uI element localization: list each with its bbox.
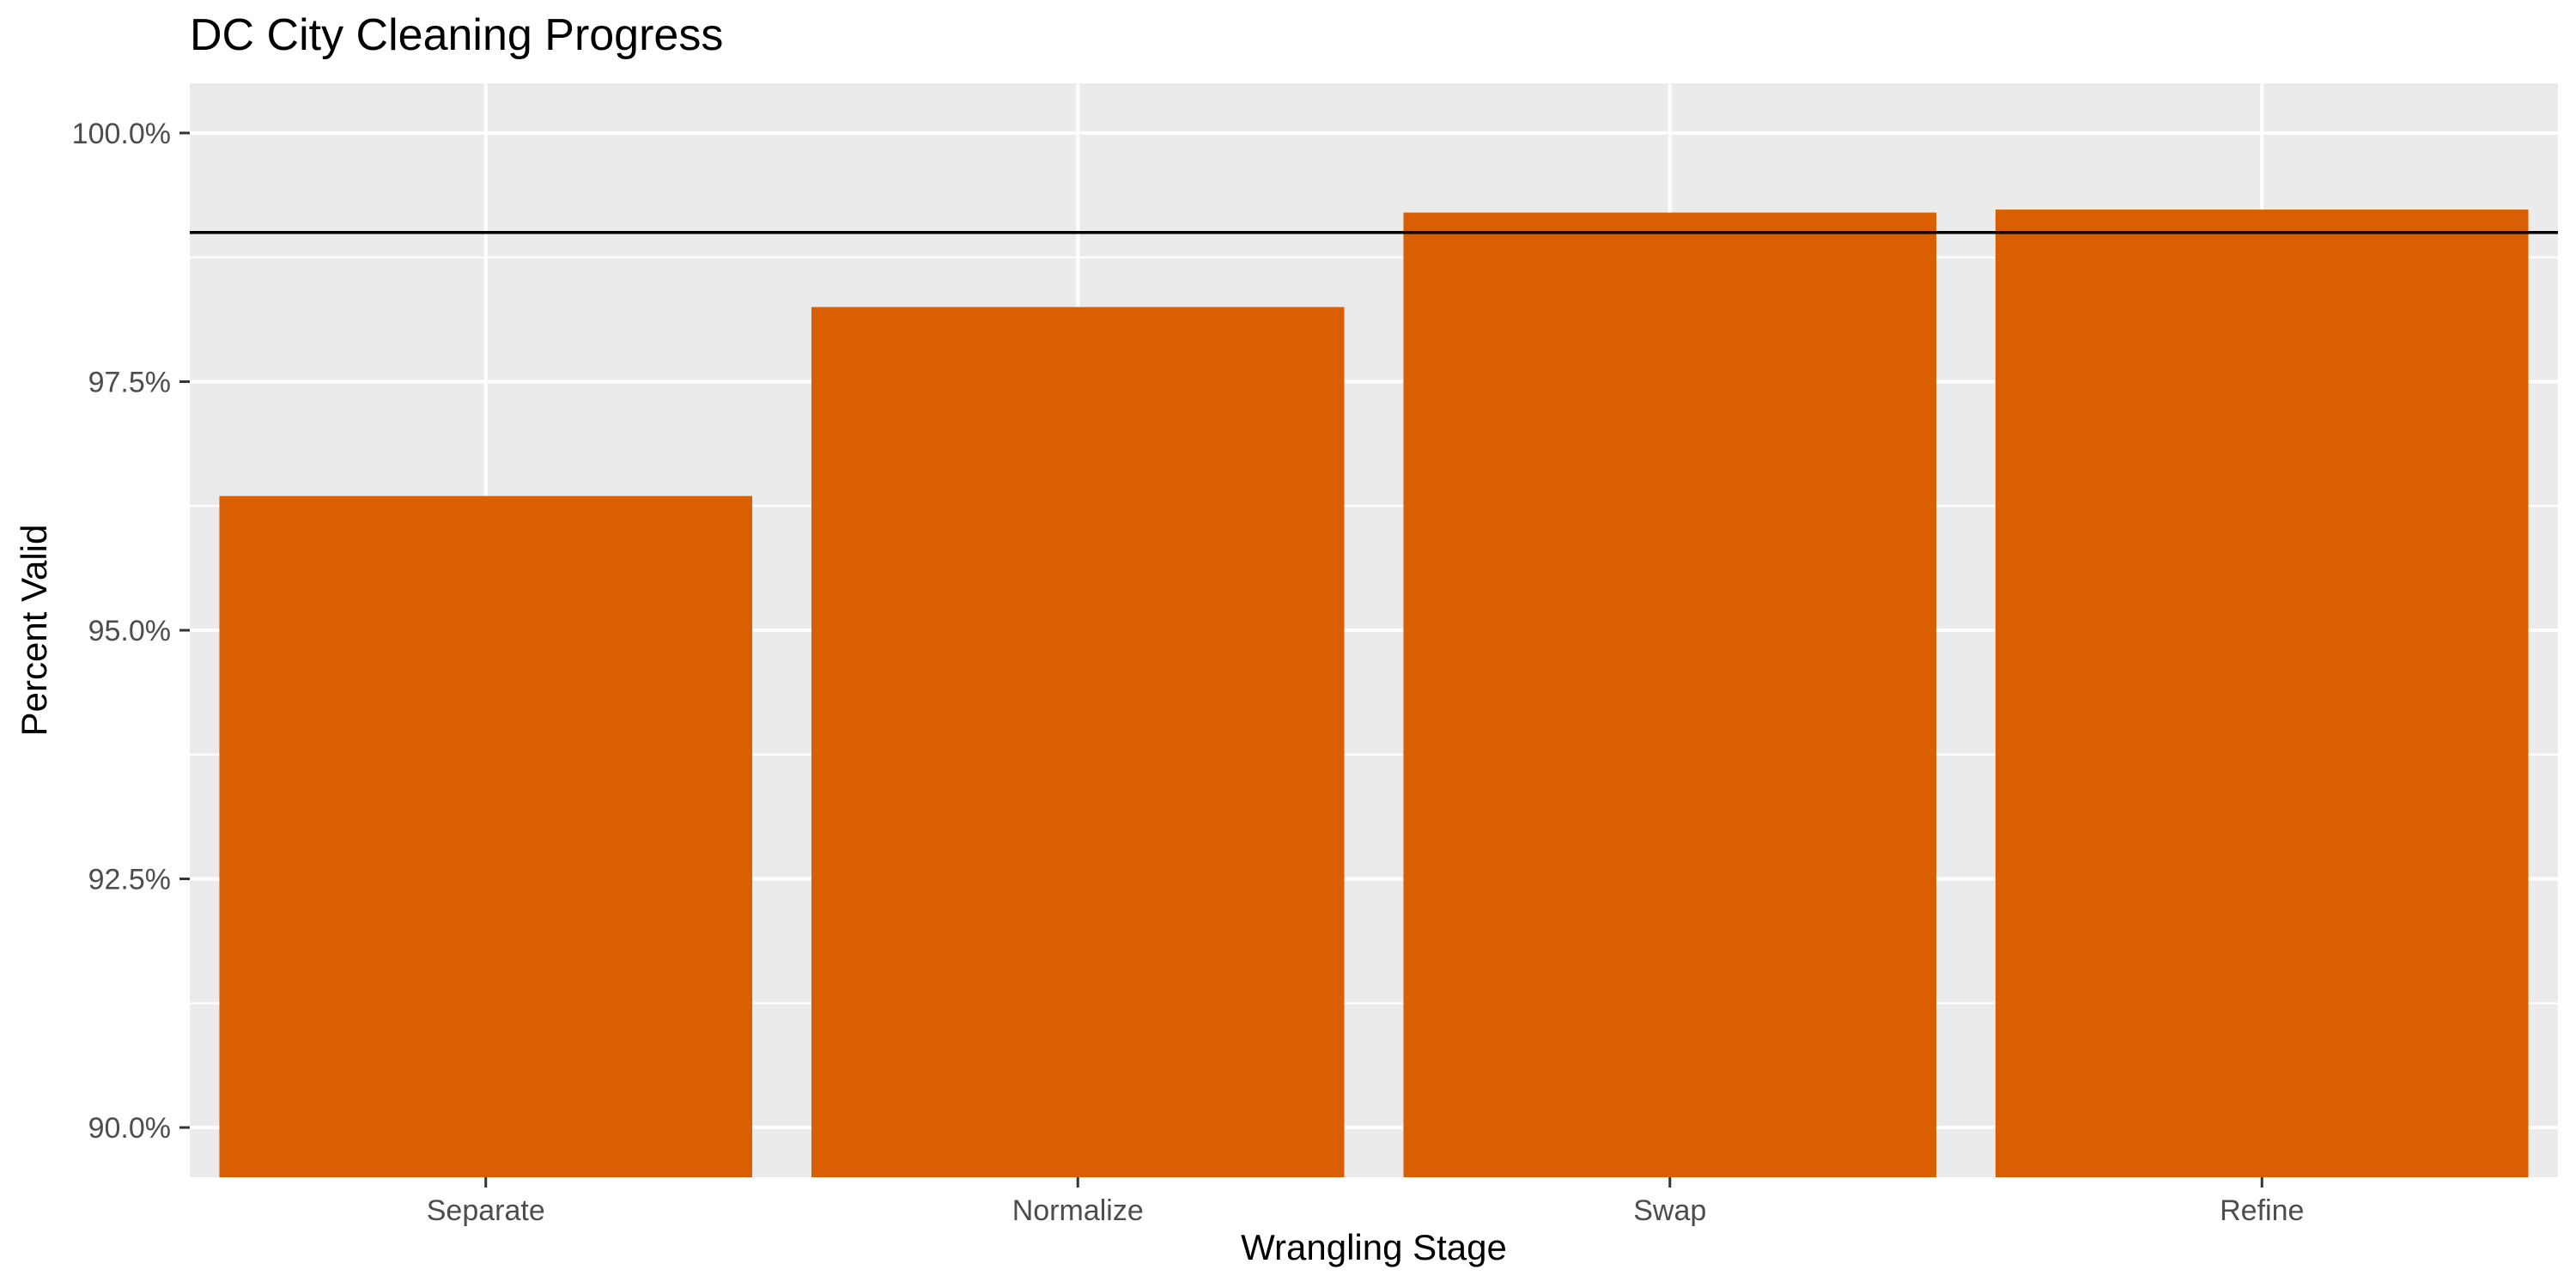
bar-normalize xyxy=(811,307,1345,1177)
y-tick-label: 97.5% xyxy=(88,366,171,398)
chart-title: DC City Cleaning Progress xyxy=(190,10,723,60)
x-tick-label-swap: Swap xyxy=(1633,1194,1706,1227)
y-tick-label: 100.0% xyxy=(72,118,171,150)
x-axis-title: Wrangling Stage xyxy=(1241,1227,1507,1267)
y-tick-label: 90.0% xyxy=(88,1112,171,1145)
bar-separate xyxy=(219,495,753,1177)
bar-refine xyxy=(1995,210,2529,1177)
y-axis: 90.0% 92.5% 95.0% 97.5% 100.0% xyxy=(72,118,190,1145)
x-axis: Separate Normalize Swap Refine xyxy=(427,1177,2304,1227)
x-tick-label-refine: Refine xyxy=(2220,1194,2304,1227)
y-axis-title: Percent Valid xyxy=(14,525,54,737)
y-tick-label: 92.5% xyxy=(88,864,171,896)
y-tick-label: 95.0% xyxy=(88,615,171,647)
bar-swap xyxy=(1403,212,1937,1178)
x-tick-label-normalize: Normalize xyxy=(1012,1194,1144,1227)
x-tick-label-separate: Separate xyxy=(427,1194,545,1227)
bars xyxy=(219,210,2529,1178)
